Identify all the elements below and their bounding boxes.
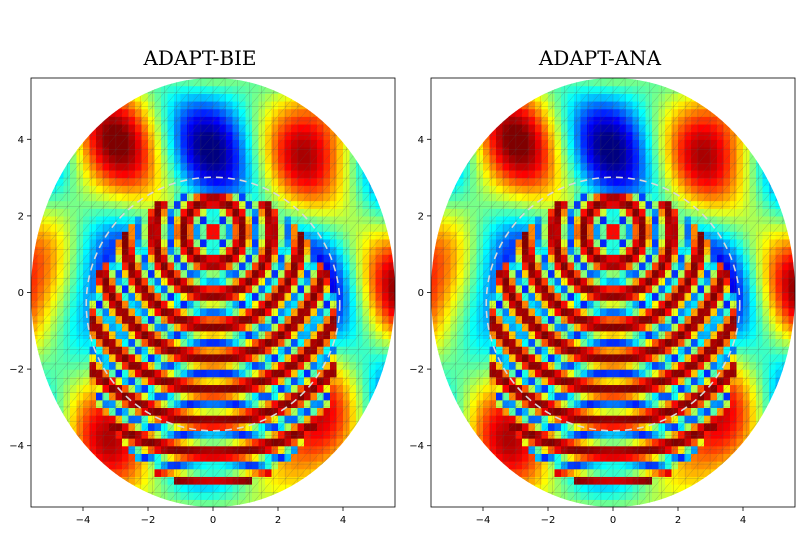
y-tick-label: 2 (418, 211, 424, 222)
field-plot: −4 −2 0 2 4 4 2 0 −2 −4 (9, 77, 396, 526)
y-tick-label: 2 (18, 211, 24, 222)
field-disk (431, 78, 795, 507)
y-tick-label: −4 (409, 441, 424, 452)
y-tick-label: 0 (18, 288, 24, 299)
panel-adapt-ana: ADAPT-ANA −4 −2 0 2 4 4 2 0 −2 −4 (400, 0, 800, 533)
field-plot: −4 −2 0 2 4 4 2 0 −2 −4 (409, 77, 796, 526)
y-tick-label: 0 (418, 288, 424, 299)
y-tick-label: −4 (9, 441, 24, 452)
y-tick-label: 4 (18, 135, 24, 146)
scatterer-boundary (85, 176, 341, 432)
field-disk (31, 78, 395, 507)
y-tick-label: 4 (418, 135, 424, 146)
x-tick-label: −4 (476, 515, 491, 526)
mesh-overlay (31, 78, 395, 507)
x-tick-label: 2 (675, 515, 681, 526)
y-tick-label: −2 (409, 365, 424, 376)
x-tick-label: −2 (541, 515, 556, 526)
x-tick-label: −2 (141, 515, 156, 526)
x-tick-label: 4 (740, 515, 746, 526)
x-tick-label: 0 (610, 515, 616, 526)
x-tick-label: −4 (76, 515, 91, 526)
x-tick-label: 2 (275, 515, 281, 526)
y-tick-label: −2 (9, 365, 24, 376)
x-tick-label: 0 (210, 515, 216, 526)
x-tick-label: 4 (340, 515, 346, 526)
panel-adapt-bie: ADAPT-BIE −4 −2 0 2 4 4 2 0 −2 −4 (9, 46, 396, 526)
scatterer-boundary (485, 176, 741, 432)
mesh-overlay (431, 78, 795, 507)
panel-title: ADAPT-BIE (143, 46, 257, 70)
panel-title: ADAPT-ANA (538, 46, 662, 70)
